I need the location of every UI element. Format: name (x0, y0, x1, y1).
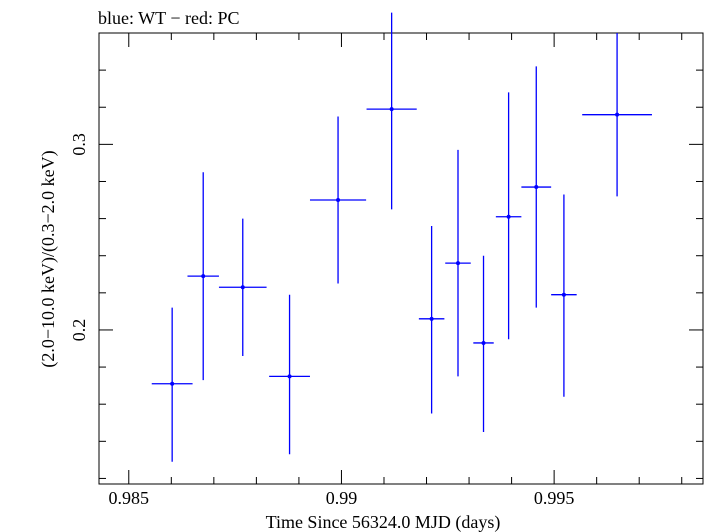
data-point (366, 12, 417, 210)
data-point (187, 172, 219, 381)
data-point (495, 92, 522, 340)
data-marker (506, 214, 511, 219)
data-point (151, 307, 193, 462)
data-marker (429, 316, 434, 321)
data-marker (455, 261, 460, 266)
y-tick-label: 0.2 (69, 319, 89, 342)
data-point (418, 226, 445, 414)
data-point (218, 218, 267, 356)
data-point (269, 294, 310, 455)
data-marker (336, 198, 341, 203)
data-marker (615, 112, 620, 117)
data-point (445, 149, 471, 377)
x-tick-label: 0.99 (326, 488, 358, 508)
x-tick-label: 0.985 (109, 488, 150, 508)
data-marker (534, 185, 539, 190)
data-marker (389, 107, 394, 112)
data-point (551, 194, 577, 397)
data-marker (561, 292, 566, 297)
data-series (151, 12, 652, 462)
y-axis-label: (2.0−10.0 keV)/(0.3−2.0 keV) (38, 150, 59, 367)
data-point (521, 66, 552, 308)
plot-frame (98, 32, 704, 485)
data-marker (240, 285, 245, 290)
chart-title: blue: WT − red: PC (98, 8, 239, 28)
x-axis: 0.985 0.99 0.995 (109, 33, 683, 508)
y-axis: 0.2 0.3 (69, 32, 703, 479)
data-marker (201, 274, 206, 279)
x-tick-label: 0.995 (534, 488, 575, 508)
data-marker (287, 374, 292, 379)
data-point (309, 116, 367, 284)
y-tick-label: 0.3 (69, 133, 89, 156)
data-marker (170, 381, 175, 386)
data-point (582, 33, 652, 197)
data-marker (481, 340, 486, 345)
data-point (473, 255, 494, 433)
x-axis-label: Time Since 56324.0 MJD (days) (266, 512, 501, 532)
